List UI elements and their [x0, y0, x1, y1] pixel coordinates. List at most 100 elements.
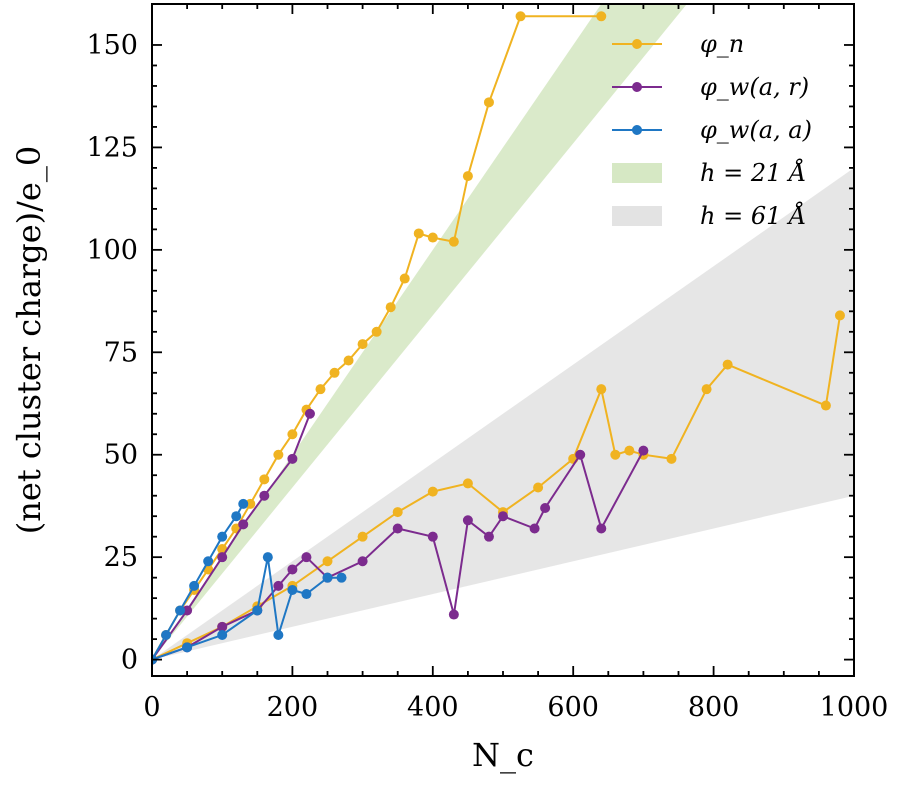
data-point: [483, 97, 494, 108]
legend-item: φ_w(a, r): [612, 73, 809, 101]
data-point: [462, 478, 473, 489]
x-tick-label: 200: [267, 692, 319, 723]
series-layer: [152, 11, 845, 665]
y-tick-label: 75: [104, 337, 138, 368]
data-point: [575, 449, 586, 460]
data-point: [427, 531, 438, 542]
data-point: [596, 523, 607, 534]
data-point: [301, 589, 312, 600]
data-point: [357, 556, 368, 567]
data-point: [427, 232, 438, 243]
data-point: [596, 384, 607, 395]
x-tick-label: 1000: [820, 692, 889, 723]
legend-label: h = 61 Å: [700, 201, 806, 230]
data-point: [610, 449, 621, 460]
legend-patch: [612, 163, 662, 183]
data-point: [820, 400, 831, 411]
legend-item: φ_w(a, a): [612, 116, 812, 144]
y-axis-title: (net cluster charge)/e_0: [10, 146, 48, 534]
y-tick-label: 100: [86, 235, 138, 266]
data-point: [287, 564, 298, 575]
data-point: [231, 511, 242, 522]
series-5: [152, 552, 347, 665]
legend: φ_n φ_w(a, r) φ_w(a, a) h = 21 Å h = 61 Å: [612, 30, 812, 230]
data-point: [462, 515, 473, 526]
y-tick-label: 150: [86, 30, 138, 61]
data-point: [624, 445, 635, 456]
data-point: [301, 552, 312, 563]
data-point: [533, 482, 544, 493]
y-tick-label: 0: [121, 645, 138, 676]
x-axis-title: N_c: [472, 736, 534, 774]
y-tick-label: 50: [104, 440, 138, 471]
data-point: [287, 453, 298, 464]
data-point: [175, 605, 186, 616]
data-point: [262, 552, 273, 563]
x-tick-label: 600: [547, 692, 599, 723]
data-point: [357, 339, 368, 350]
data-point: [399, 273, 410, 284]
data-point: [540, 503, 551, 513]
data-point: [259, 490, 270, 501]
data-point: [304, 408, 315, 419]
data-point: [483, 531, 494, 542]
data-point: [392, 507, 403, 518]
legend-item: φ_n: [612, 30, 744, 58]
data-point: [343, 355, 354, 366]
series-line-1: [152, 315, 841, 661]
legend-marker: [632, 125, 642, 135]
data-point: [259, 474, 270, 485]
data-point: [182, 642, 193, 653]
data-point: [529, 523, 540, 534]
legend-label: φ_n: [700, 30, 744, 58]
data-point: [329, 367, 340, 378]
data-point: [322, 572, 333, 583]
data-point: [357, 531, 368, 542]
data-point: [161, 630, 172, 641]
data-point: [245, 498, 256, 509]
data-point: [834, 310, 845, 321]
data-point: [287, 584, 298, 595]
band-layer: [152, 4, 854, 660]
data-point: [427, 486, 438, 497]
series-2: [152, 445, 649, 665]
y-tick-label: 25: [104, 542, 138, 573]
data-point: [238, 519, 249, 530]
data-point: [182, 605, 193, 616]
data-point: [336, 572, 347, 583]
data-point: [392, 523, 403, 534]
data-point: [722, 359, 733, 370]
data-point: [238, 498, 249, 509]
data-point: [413, 228, 424, 239]
data-point: [462, 171, 473, 182]
legend-item: h = 21 Å: [612, 158, 806, 187]
legend-label: φ_w(a, r): [700, 73, 809, 101]
series-line-5: [152, 557, 342, 661]
data-point: [315, 384, 326, 395]
data-point: [448, 609, 459, 620]
data-point: [273, 630, 284, 641]
data-point: [322, 556, 333, 567]
band-1: [152, 167, 854, 660]
legend-label: φ_w(a, a): [700, 116, 812, 144]
data-point: [515, 11, 526, 22]
data-point: [273, 449, 284, 460]
data-point: [498, 511, 508, 522]
legend-marker: [632, 82, 642, 92]
legend-label: h = 21 Å: [700, 158, 806, 187]
legend-marker: [632, 39, 642, 49]
data-point: [203, 556, 214, 567]
data-point: [217, 552, 228, 563]
data-point: [287, 429, 298, 440]
data-point: [252, 605, 263, 616]
band-0: [152, 4, 687, 660]
data-point: [666, 453, 677, 464]
data-point: [189, 580, 200, 591]
legend-item: h = 61 Å: [612, 201, 806, 230]
data-point: [217, 621, 228, 632]
data-point: [596, 11, 607, 22]
tick-layer: 0 200 400 600 800 1000 0 25 50 75 100 125 150: [86, 4, 888, 723]
data-point: [217, 531, 228, 542]
